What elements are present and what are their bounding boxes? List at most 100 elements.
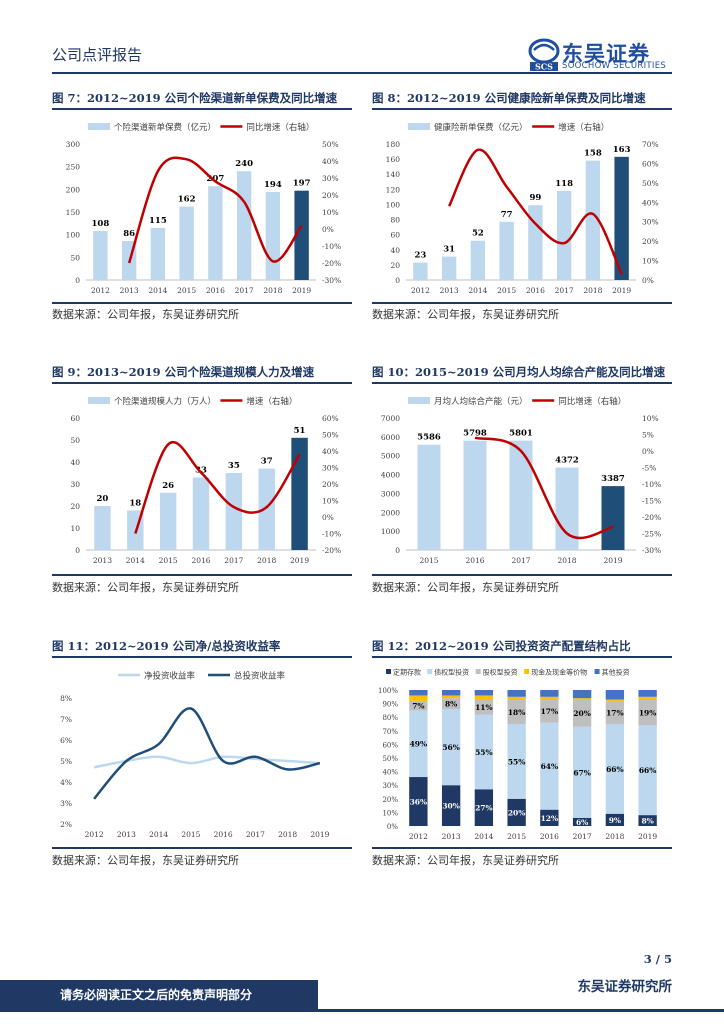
x-tick-label: 2013 <box>442 832 461 841</box>
footer-rule <box>0 1009 724 1012</box>
figure-7-title: 图 7：2012~2019 公司个险渠道新单保费及同比增速 <box>52 91 338 105</box>
bar-2015 <box>159 492 177 550</box>
segment-label: 20% <box>573 709 591 718</box>
bar-value-label: 207 <box>207 174 225 184</box>
x-tick-label: 2019 <box>603 556 622 565</box>
y2-tick-label: 0% <box>322 513 334 522</box>
figure-11-title: 图 11：2012~2019 公司净/总投资收益率 <box>52 639 281 653</box>
x-tick-label: 2019 <box>612 286 631 295</box>
x-tick-label: 2016 <box>465 556 484 565</box>
legend-label: 其他投资 <box>602 668 630 677</box>
y2-tick-label: 10% <box>322 497 339 506</box>
x-tick-label: 2016 <box>206 286 225 295</box>
bar-value-label: 77 <box>501 210 513 220</box>
y-tick-label: 50 <box>70 436 80 445</box>
x-tick-label: 2019 <box>290 556 309 565</box>
bar-value-label: 31 <box>443 245 455 255</box>
y2-tick-label: 70% <box>642 140 659 149</box>
bar-2013 <box>94 506 111 550</box>
segment-现金及现金等价物-2016 <box>540 696 559 700</box>
chart-fig12: 定期存款 债权型投资 股权型投资 现金及现金等价物 其他投资 0% 10% 20% 30% 40%… <box>378 668 657 842</box>
y2-tick-label: -20% <box>322 259 341 268</box>
y2-tick-label: -30% <box>322 276 341 285</box>
segment-股权型投资-2019 <box>638 699 657 726</box>
segment-现金及现金等价物-2018 <box>605 699 625 701</box>
segment-债权型投资-2017 <box>572 726 592 818</box>
legend-label: 定期存款 <box>393 668 421 677</box>
x-tick-label: 2018 <box>278 830 297 839</box>
bar-value-label: 86 <box>123 229 135 239</box>
y-tick-label: 2000 <box>381 508 400 517</box>
segment-定期存款-2015 <box>507 798 526 826</box>
bar-value-label: 5801 <box>509 429 533 439</box>
figure-12-bottom-rule <box>372 847 672 849</box>
x-tick-label: 2015 <box>159 556 178 565</box>
y-tick-label: 5000 <box>381 452 400 461</box>
bar-2016 <box>192 477 210 550</box>
segment-债权型投资-2013 <box>441 709 461 786</box>
x-tick-label: 2014 <box>148 286 167 295</box>
segment-股权型投资-2013 <box>441 698 461 710</box>
y-tick-label: 140 <box>386 170 401 179</box>
figure-8-bottom-rule <box>372 302 672 304</box>
x-tick-label: 2013 <box>117 830 136 839</box>
legend-swatch <box>594 669 600 674</box>
x-tick-label: 2016 <box>540 832 559 841</box>
segment-label: 36% <box>410 798 428 807</box>
brand-logo: SCS 东吴证券 SOOCHOW SECURITIES <box>528 38 673 72</box>
x-tick-label: 2015 <box>177 286 196 295</box>
y2-tick-label: 50% <box>642 179 659 188</box>
x-tick-label: 2016 <box>191 556 210 565</box>
x-tick-label: 2018 <box>257 556 276 565</box>
legend-swatch <box>386 669 391 674</box>
segment-label: 66% <box>606 765 624 774</box>
bar-2014 <box>470 240 486 280</box>
x-tick-label: 2017 <box>224 556 243 565</box>
y2-tick-label: 20% <box>322 191 339 200</box>
y2-tick-label: 0% <box>642 276 654 285</box>
segment-label: 20% <box>508 808 526 817</box>
chart-fig9: 个险渠道规模人力（万人） 增速（右轴） 0 10 20 30 40 50 60 -20% -10% 0… <box>70 396 341 565</box>
y-tick-label: 60 <box>390 231 400 240</box>
growth-line <box>474 436 614 540</box>
x-tick-label: 2017 <box>555 286 574 295</box>
y2-tick-label: 30% <box>322 174 339 183</box>
legend-bar-label: 个险渠道新单保费（亿元） <box>114 122 216 133</box>
bar-value-label: 158 <box>584 149 602 159</box>
y-tick-label: 50 <box>70 253 80 262</box>
x-tick-label: 2019 <box>292 286 311 295</box>
bar-value-label: 240 <box>235 159 253 169</box>
bar-2018 <box>585 160 601 280</box>
y-tick-label: 30% <box>382 782 398 790</box>
x-tick-label: 2018 <box>263 286 282 295</box>
bar-2019 <box>614 156 629 280</box>
segment-现金及现金等价物-2015 <box>507 696 526 700</box>
bar-value-label: 35 <box>228 461 240 471</box>
legend-label: 股权型投资 <box>483 668 518 677</box>
segment-其他投资-2016 <box>540 690 559 697</box>
logo-mark: SCS <box>535 62 553 72</box>
segment-label: 67% <box>573 768 591 777</box>
x-tick-label: 2016 <box>526 286 545 295</box>
y2-tick-label: -20% <box>322 546 341 555</box>
y2-tick-label: 40% <box>642 198 659 207</box>
y-tick-label: 5% <box>60 757 72 766</box>
legend-bar-label: 健康险新单保费（亿元） <box>434 122 528 133</box>
y2-tick-label: 30% <box>322 464 339 473</box>
figure-7-source: 数据来源：公司年报，东吴证券研究所 <box>52 308 239 321</box>
x-tick-label: 2012 <box>411 286 430 295</box>
segment-label: 17% <box>541 707 559 716</box>
x-tick-label: 2018 <box>557 556 576 565</box>
segment-label: 8% <box>641 817 653 826</box>
bar-value-label: 162 <box>178 195 196 205</box>
bar-value-label: 26 <box>162 481 174 491</box>
legend-swatch <box>524 669 530 674</box>
y2-tick-label: 20% <box>642 237 659 246</box>
logo-en: SOOCHOW SECURITIES <box>562 61 667 71</box>
bar-value-label: 33 <box>195 465 207 475</box>
legend-label: 总投资收益率 <box>234 671 286 682</box>
figure-9-source: 数据来源：公司年报，东吴证券研究所 <box>52 581 239 594</box>
y-tick-label: 1000 <box>381 527 400 536</box>
segment-其他投资-2012 <box>409 690 428 696</box>
y2-tick-label: 40% <box>322 157 339 166</box>
